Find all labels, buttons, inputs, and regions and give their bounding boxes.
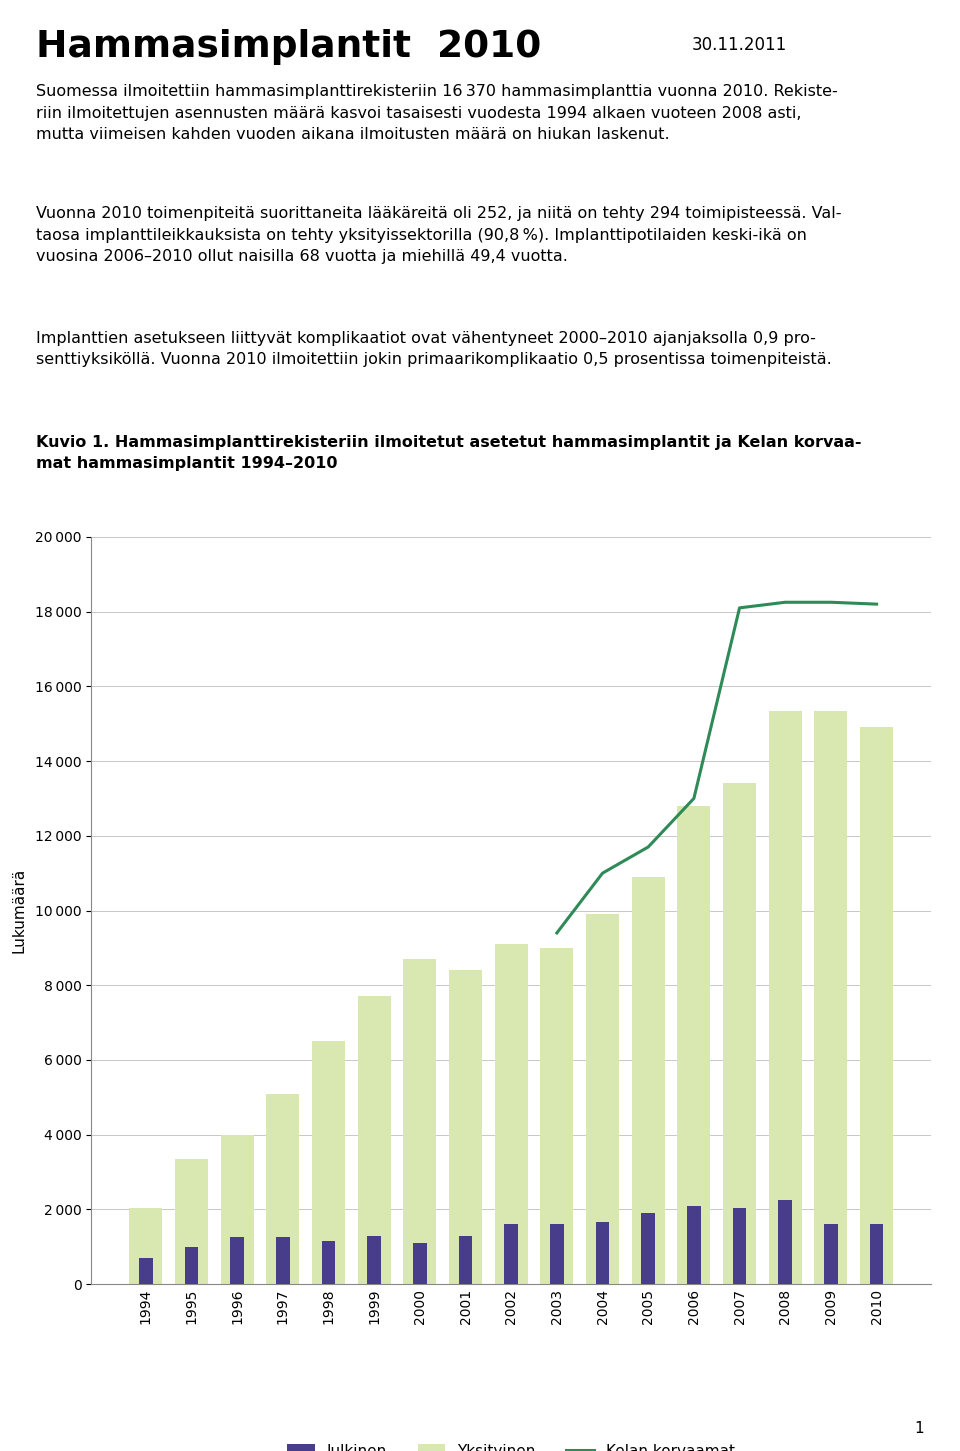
Y-axis label: Lukumäärä: Lukumäärä [12,868,26,953]
Bar [779,1200,792,1284]
Bar [184,1246,199,1284]
Bar [221,1135,253,1284]
Bar [130,1207,162,1284]
Bar [139,1258,153,1284]
Bar [494,945,528,1284]
Bar [732,1207,747,1284]
Text: 30.11.2011: 30.11.2011 [691,36,786,54]
Text: Hammasimplantit  2010: Hammasimplantit 2010 [36,29,541,65]
Bar [550,1225,564,1284]
Text: Implanttien asetukseen liittyvät komplikaatiot ovat vähentyneet 2000–2010 ajanja: Implanttien asetukseen liittyvät komplik… [36,331,832,367]
Bar [587,914,619,1284]
Bar [814,711,848,1284]
Bar [312,1042,345,1284]
Legend: Julkinen, Yksityinen, Kelan korvaamat: Julkinen, Yksityinen, Kelan korvaamat [281,1438,741,1451]
Bar [449,971,482,1284]
Bar [678,805,710,1284]
Bar [595,1223,610,1284]
Bar [175,1159,208,1284]
Bar [632,876,664,1284]
Bar [459,1236,472,1284]
Text: Vuonna 2010 toimenpiteitä suorittaneita lääkäreitä oli 252, ja niitä on tehty 29: Vuonna 2010 toimenpiteitä suorittaneita … [36,206,842,264]
Bar [870,1225,883,1284]
Bar [368,1236,381,1284]
Bar [413,1244,427,1284]
Bar [504,1225,518,1284]
Bar [266,1094,300,1284]
Bar [358,997,391,1284]
Bar [860,727,893,1284]
Bar [276,1238,290,1284]
Bar [687,1206,701,1284]
Text: Suomessa ilmoitettiin hammasimplanttirekisteriin 16 370 hammasimplanttia vuonna : Suomessa ilmoitettiin hammasimplanttirek… [36,84,838,142]
Bar [769,711,802,1284]
Bar [230,1238,244,1284]
Bar [641,1213,655,1284]
Bar [824,1225,838,1284]
Text: Kuvio 1. Hammasimplanttirekisteriin ilmoitetut asetetut hammasimplantit ja Kelan: Kuvio 1. Hammasimplanttirekisteriin ilmo… [36,435,862,472]
Text: 1: 1 [914,1422,924,1436]
Bar [403,959,436,1284]
Bar [322,1241,335,1284]
Bar [540,948,573,1284]
Bar [723,784,756,1284]
